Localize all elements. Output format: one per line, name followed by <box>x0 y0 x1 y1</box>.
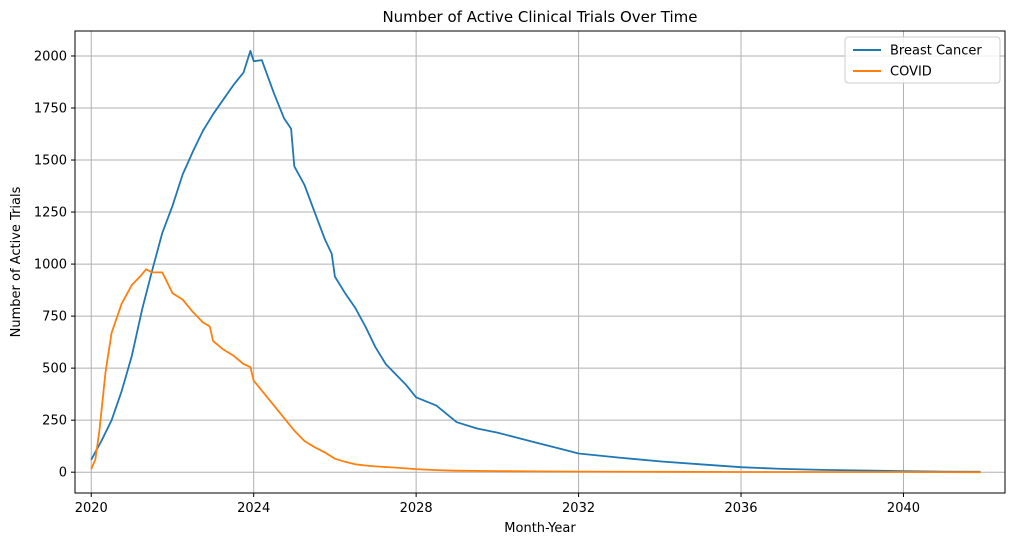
y-tick-label: 750 <box>42 310 67 325</box>
x-tick-label: 2040 <box>887 501 920 516</box>
y-tick-label: 1250 <box>34 206 67 221</box>
chart-title: Number of Active Clinical Trials Over Ti… <box>382 8 697 26</box>
x-tick-label: 2036 <box>724 501 757 516</box>
y-axis-title: Number of Active Trials <box>9 186 24 337</box>
plot-frame <box>74 30 1006 494</box>
legend: Breast Cancer COVID <box>844 36 1001 84</box>
x-axis-title: Month-Year <box>504 521 576 536</box>
x-tick-label: 2024 <box>237 501 270 516</box>
legend-label: Breast Cancer <box>890 44 982 59</box>
y-tick-label: 0 <box>59 466 67 481</box>
legend-label: COVID <box>890 65 932 80</box>
x-axis: 2020 2024 2028 2032 2036 2040 <box>75 493 920 516</box>
x-tick-label: 2028 <box>400 501 433 516</box>
y-tick-label: 1500 <box>34 154 67 169</box>
y-tick-label: 500 <box>42 362 67 377</box>
series-layer <box>90 49 981 474</box>
legend-box <box>844 36 1001 84</box>
y-axis: 0 250 500 750 1000 1250 1500 1750 2000 <box>34 49 75 481</box>
y-tick-label: 1000 <box>34 258 67 273</box>
y-tick-label: 1750 <box>34 102 67 117</box>
x-tick-label: 2020 <box>75 501 108 516</box>
series-line-2 <box>90 268 981 474</box>
x-tick-label: 2032 <box>562 501 595 516</box>
series-line-1 <box>90 49 981 473</box>
y-tick-label: 250 <box>42 414 67 429</box>
grid <box>75 31 1005 493</box>
y-tick-label: 2000 <box>34 49 67 64</box>
